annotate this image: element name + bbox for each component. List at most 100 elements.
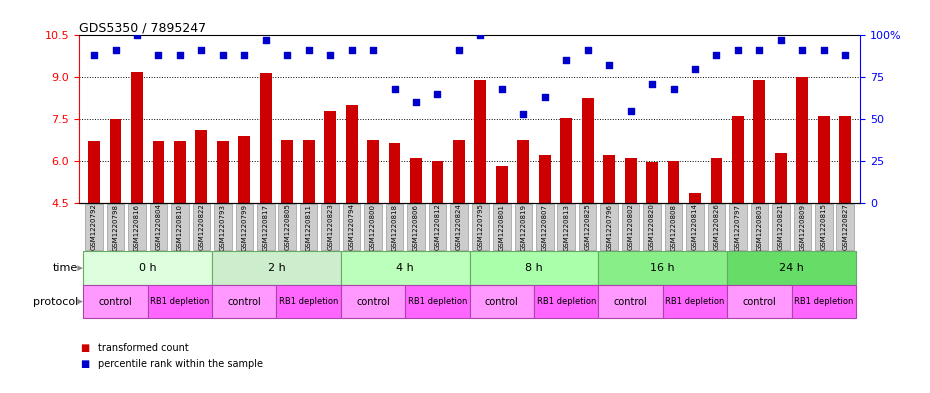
- FancyBboxPatch shape: [343, 204, 361, 250]
- Bar: [195, 130, 207, 203]
- Bar: [791, 285, 856, 318]
- FancyBboxPatch shape: [386, 204, 404, 250]
- Text: GSM1220805: GSM1220805: [285, 204, 290, 250]
- Text: GDS5350 / 7895247: GDS5350 / 7895247: [79, 21, 206, 34]
- Bar: [538, 155, 551, 203]
- Bar: [582, 98, 593, 203]
- Point: [817, 47, 831, 53]
- Point: [838, 52, 853, 59]
- Bar: [174, 141, 186, 203]
- Text: control: control: [228, 297, 261, 307]
- FancyBboxPatch shape: [686, 204, 704, 250]
- Text: GSM1220807: GSM1220807: [542, 204, 548, 251]
- Bar: [663, 285, 727, 318]
- Text: GSM1220813: GSM1220813: [564, 204, 569, 251]
- FancyBboxPatch shape: [171, 204, 189, 250]
- Bar: [727, 252, 856, 285]
- Bar: [259, 73, 272, 203]
- Text: GSM1220823: GSM1220823: [327, 204, 333, 250]
- Bar: [625, 158, 636, 203]
- Bar: [534, 285, 598, 318]
- Bar: [496, 167, 508, 203]
- Point: [666, 86, 681, 92]
- FancyBboxPatch shape: [772, 204, 790, 250]
- FancyBboxPatch shape: [450, 204, 468, 250]
- Bar: [668, 161, 680, 203]
- Point: [451, 47, 466, 53]
- Bar: [817, 116, 830, 203]
- Text: GSM1220792: GSM1220792: [91, 204, 97, 250]
- Point: [108, 47, 123, 53]
- Text: control: control: [485, 297, 519, 307]
- FancyBboxPatch shape: [86, 204, 103, 250]
- Text: GSM1220806: GSM1220806: [413, 204, 419, 251]
- FancyBboxPatch shape: [729, 204, 747, 250]
- Text: GSM1220795: GSM1220795: [477, 204, 484, 250]
- FancyBboxPatch shape: [708, 204, 725, 250]
- Text: GSM1220819: GSM1220819: [520, 204, 526, 251]
- Bar: [212, 285, 276, 318]
- Text: time: time: [53, 263, 78, 273]
- Bar: [796, 77, 808, 203]
- Text: GSM1220817: GSM1220817: [263, 204, 269, 251]
- FancyBboxPatch shape: [514, 204, 532, 250]
- Point: [730, 47, 745, 53]
- Point: [430, 91, 445, 97]
- Point: [602, 62, 617, 69]
- Bar: [470, 252, 598, 285]
- Bar: [775, 152, 787, 203]
- Text: GSM1220811: GSM1220811: [306, 204, 312, 251]
- Bar: [727, 285, 791, 318]
- FancyBboxPatch shape: [299, 204, 317, 250]
- Bar: [346, 105, 357, 203]
- Bar: [732, 116, 744, 203]
- Bar: [276, 285, 341, 318]
- FancyBboxPatch shape: [793, 204, 811, 250]
- Point: [538, 94, 552, 101]
- Text: GSM1220822: GSM1220822: [198, 204, 205, 250]
- Bar: [148, 285, 212, 318]
- Text: GSM1220804: GSM1220804: [155, 204, 162, 250]
- Text: GSM1220801: GSM1220801: [498, 204, 505, 251]
- FancyBboxPatch shape: [536, 204, 553, 250]
- Point: [344, 47, 359, 53]
- Point: [280, 52, 295, 59]
- Point: [473, 32, 488, 39]
- Point: [237, 52, 252, 59]
- Bar: [84, 285, 148, 318]
- FancyBboxPatch shape: [493, 204, 511, 250]
- Text: GSM1220803: GSM1220803: [756, 204, 763, 251]
- Point: [129, 32, 144, 39]
- Bar: [367, 140, 379, 203]
- Text: GSM1220793: GSM1220793: [219, 204, 226, 251]
- Text: GSM1220824: GSM1220824: [456, 204, 462, 250]
- Text: GSM1220799: GSM1220799: [241, 204, 247, 251]
- Point: [259, 37, 273, 44]
- Text: control: control: [356, 297, 390, 307]
- Point: [194, 47, 209, 53]
- Text: control: control: [742, 297, 777, 307]
- Bar: [389, 143, 401, 203]
- Bar: [470, 285, 534, 318]
- Text: 0 h: 0 h: [139, 263, 156, 273]
- Text: GSM1220802: GSM1220802: [628, 204, 633, 250]
- Bar: [646, 162, 658, 203]
- Text: GSM1220809: GSM1220809: [799, 204, 805, 251]
- Text: GSM1220815: GSM1220815: [821, 204, 827, 250]
- FancyBboxPatch shape: [235, 204, 253, 250]
- FancyBboxPatch shape: [836, 204, 854, 250]
- Point: [86, 52, 101, 59]
- FancyBboxPatch shape: [815, 204, 832, 250]
- FancyBboxPatch shape: [107, 204, 125, 250]
- Text: 24 h: 24 h: [779, 263, 804, 273]
- Bar: [517, 140, 529, 203]
- Text: GSM1220826: GSM1220826: [713, 204, 720, 250]
- Text: control: control: [614, 297, 647, 307]
- Bar: [753, 80, 765, 203]
- FancyBboxPatch shape: [257, 204, 274, 250]
- Bar: [325, 111, 336, 203]
- Text: RB1 depletion: RB1 depletion: [537, 297, 596, 306]
- Bar: [474, 80, 486, 203]
- Point: [580, 47, 595, 53]
- FancyBboxPatch shape: [665, 204, 683, 250]
